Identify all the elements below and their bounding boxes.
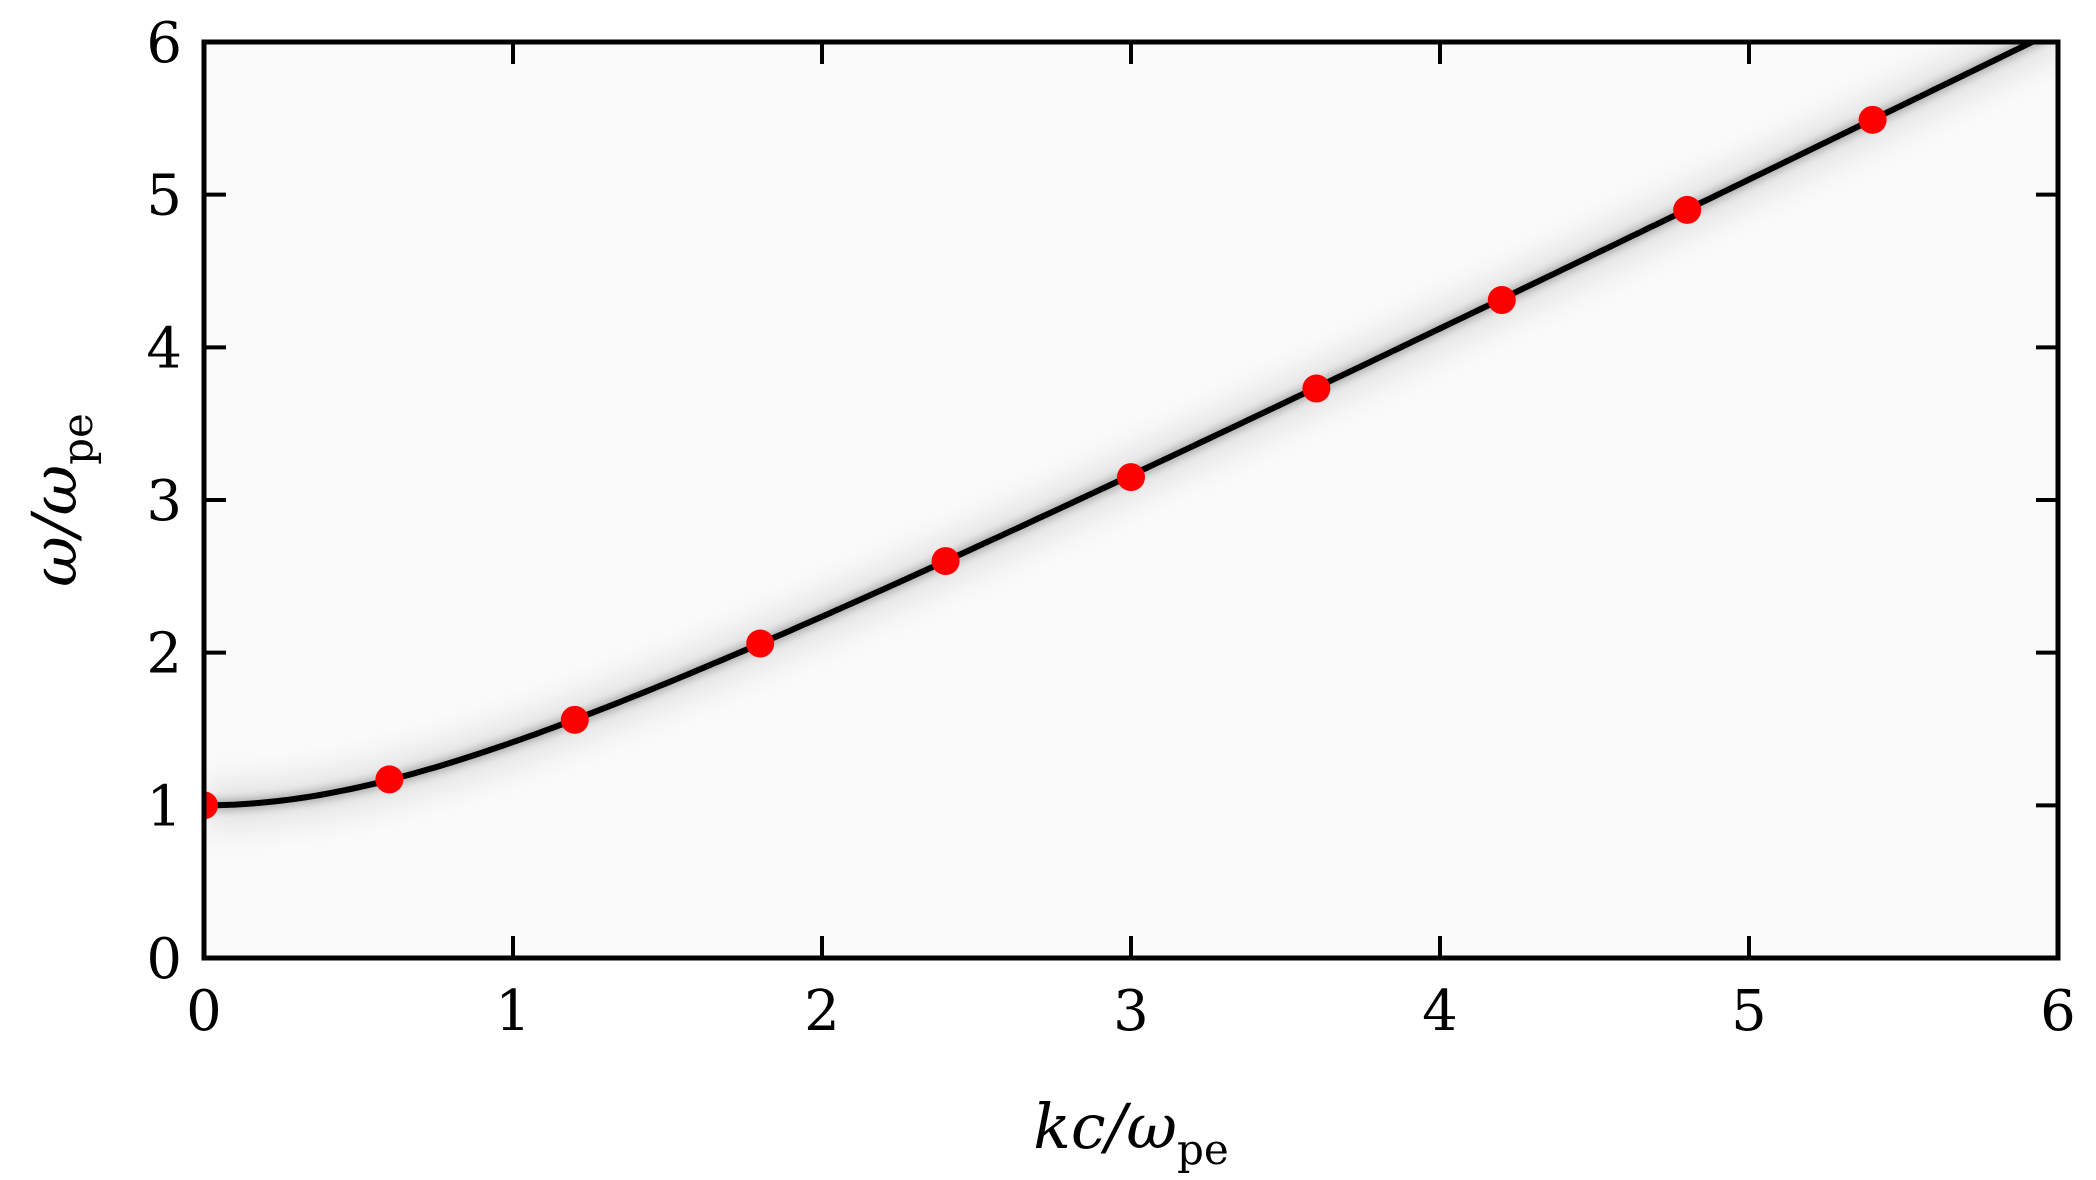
y-tick-label: 2 [146, 622, 182, 687]
y-tick-label: 6 [146, 11, 182, 76]
data-point [204, 791, 218, 820]
data-point [1858, 105, 1887, 134]
y-tick-label: 0 [146, 927, 182, 992]
y-tick-labels: 0 1 2 3 4 5 6 [146, 11, 182, 992]
x-tick-label: 2 [804, 979, 840, 1044]
data-point [1302, 374, 1331, 403]
x-tick-label: 6 [2040, 979, 2076, 1044]
x-tick-label: 4 [1422, 979, 1458, 1044]
x-axis-label: kc/ωpe [1033, 1090, 1229, 1174]
y-tick-label: 1 [146, 774, 182, 839]
data-points [204, 105, 1887, 820]
x-tick-labels: 0 1 2 3 4 5 6 [186, 979, 2076, 1044]
x-tick-label: 5 [1731, 979, 1767, 1044]
x-tick-label: 3 [1113, 979, 1149, 1044]
data-point [1487, 286, 1516, 315]
data-point [931, 547, 960, 576]
data-point [746, 629, 775, 658]
y-tick-label: 5 [146, 164, 182, 229]
y-axis-label-main: ω/ω [18, 465, 91, 587]
x-axis-label-sub: pe [1177, 1125, 1229, 1174]
y-axis-label-sub: pe [53, 413, 102, 465]
y-tick-label: 4 [146, 316, 182, 381]
x-tick-label: 0 [186, 979, 222, 1044]
data-point [375, 765, 404, 794]
y-axis-label: ω/ωpe [18, 413, 102, 587]
x-axis-label-main: kc/ω [1033, 1090, 1177, 1163]
x-tick-label: 1 [495, 979, 531, 1044]
data-point [560, 705, 589, 734]
plot-frame [201, 39, 2061, 961]
data-point [1117, 463, 1145, 492]
axis-ticks [202, 40, 2060, 960]
y-tick-label: 3 [146, 469, 182, 534]
data-point [1673, 195, 1702, 224]
